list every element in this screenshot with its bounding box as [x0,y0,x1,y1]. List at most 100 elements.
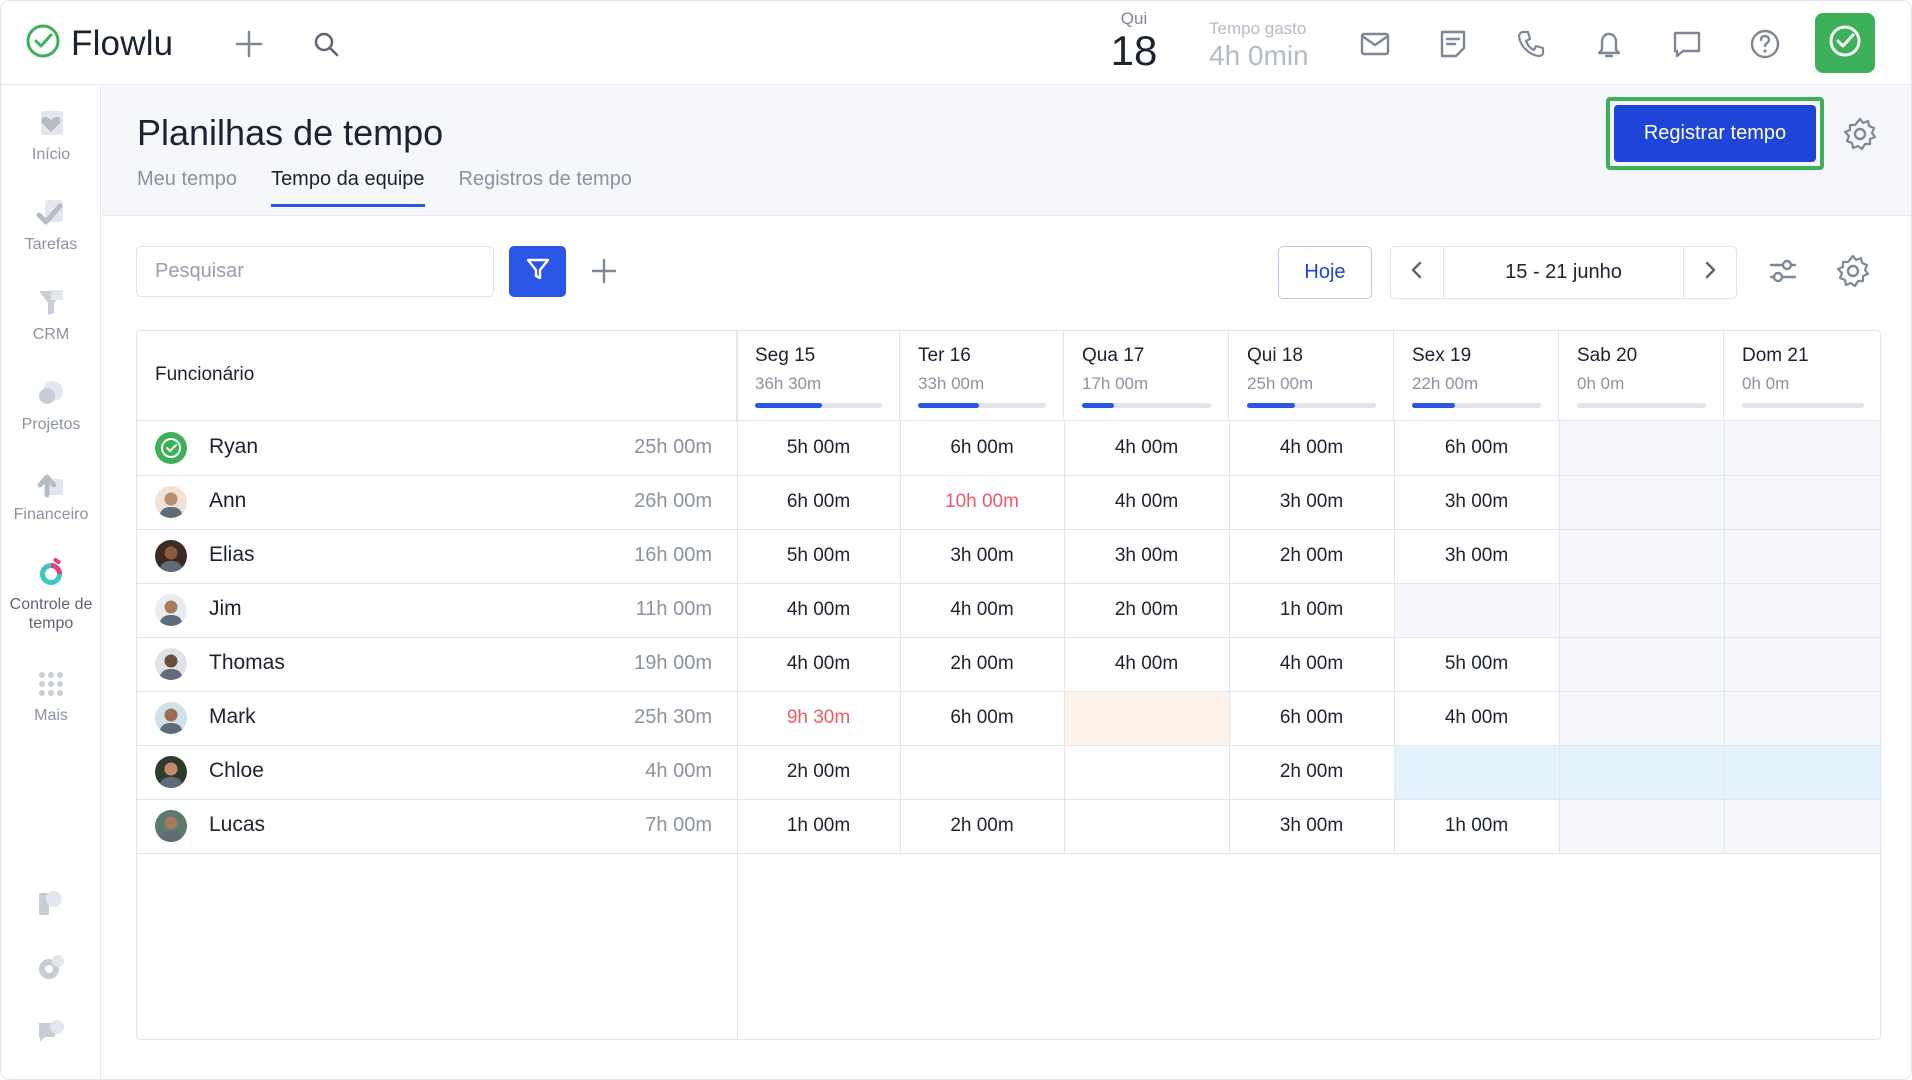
employee-cell[interactable]: Ryan 25h 00m [137,421,737,475]
add-button[interactable] [586,253,622,294]
sliders-icon[interactable] [1765,253,1801,294]
time-cell[interactable]: 6h 00m [950,437,1014,458]
time-cell[interactable] [1394,745,1559,799]
time-cell[interactable] [1724,691,1880,745]
time-cell[interactable]: 4h 00m [1114,437,1179,458]
time-cell[interactable] [900,745,1064,799]
employee-cell[interactable]: Chloe 4h 00m [137,745,737,799]
time-cell[interactable]: 4h 00m [1114,491,1179,512]
time-cell[interactable]: 2h 00m [950,815,1014,836]
time-cell[interactable]: 4h 00m [1114,653,1179,674]
tab-meu-tempo[interactable]: Meu tempo [137,168,238,190]
plus-icon[interactable] [230,25,268,63]
time-cell[interactable]: 4h 00m [1279,437,1344,458]
time-cell[interactable]: 4h 00m [1444,707,1509,728]
time-cell[interactable]: 3h 00m [1279,815,1344,836]
time-cell[interactable]: 4h 00m [1279,653,1344,674]
time-cell[interactable] [1724,799,1880,853]
time-cell[interactable]: 2h 00m [786,761,851,782]
time-cell[interactable] [1559,799,1724,853]
time-cell[interactable]: 3h 00m [950,545,1014,566]
time-cell[interactable]: 1h 00m [786,815,851,836]
time-cell[interactable] [1724,583,1880,637]
time-cell[interactable]: 5h 00m [786,545,851,566]
time-cell[interactable]: 1h 00m [1279,599,1344,620]
time-cell[interactable]: 5h 00m [786,437,851,458]
time-cell[interactable] [1724,637,1880,691]
sidebar-item-mais[interactable]: Mais [1,666,101,725]
search-input[interactable] [136,246,494,297]
time-cell[interactable] [1559,583,1724,637]
sidebar-item-financeiro[interactable]: Financeiro [1,465,101,524]
employee-cell[interactable]: Lucas 7h 00m [137,799,737,853]
time-cell[interactable]: 6h 00m [786,491,851,512]
page-settings-icon[interactable] [1842,116,1878,157]
prev-week-button[interactable] [1391,247,1444,298]
filter-button[interactable] [509,246,566,297]
time-cell[interactable] [1559,637,1724,691]
time-cell[interactable] [1724,421,1880,475]
chat-icon[interactable] [1668,25,1706,63]
time-cell[interactable]: 3h 00m [1444,545,1509,566]
time-cell[interactable]: 10h 00m [945,491,1019,512]
time-cell[interactable]: 3h 00m [1114,545,1179,566]
time-cell[interactable] [1559,421,1724,475]
time-cell[interactable]: 1h 00m [1444,815,1509,836]
employee-cell[interactable]: Elias 16h 00m [137,529,737,583]
sidebar-support-button[interactable] [1,1013,101,1049]
sidebar-item-tarefas[interactable]: Tarefas [1,195,101,254]
employee-cell[interactable]: Thomas 19h 00m [137,637,737,691]
sidebar-settings-button[interactable] [1,949,101,985]
time-cell[interactable]: 6h 00m [1279,707,1344,728]
time-cell[interactable]: 2h 00m [1279,545,1344,566]
time-cell[interactable]: 4h 00m [950,599,1014,620]
time-cell[interactable] [1394,583,1559,637]
time-cell[interactable] [1064,745,1229,799]
time-cell[interactable]: 4h 00m [786,653,851,674]
time-cell[interactable]: 2h 00m [1114,599,1179,620]
employee-cell[interactable]: Jim 11h 00m [137,583,737,637]
time-cell[interactable]: 5h 00m [1444,653,1509,674]
time-cell[interactable]: 3h 00m [1279,491,1344,512]
time-cell[interactable] [1064,799,1229,853]
user-status-button[interactable] [1815,13,1875,73]
today-button[interactable]: Hoje [1278,246,1372,299]
time-cell[interactable]: 2h 00m [1279,761,1344,782]
register-time-button[interactable]: Registrar tempo [1614,105,1816,162]
time-cell[interactable] [1559,745,1724,799]
time-cell[interactable] [1559,691,1724,745]
time-cell[interactable]: 6h 00m [1444,437,1509,458]
tab-registros-de-tempo[interactable]: Registros de tempo [458,168,632,190]
time-cell[interactable]: 3h 00m [1444,491,1509,512]
sidebar-item-crm[interactable]: CRM [1,285,101,344]
time-cell[interactable]: 2h 00m [950,653,1014,674]
date-range-label[interactable]: 15 - 21 junho [1505,261,1622,283]
next-week-button[interactable] [1683,247,1736,298]
tab-tempo-da-equipe[interactable]: Tempo da equipe [271,168,425,207]
time-cell[interactable] [1724,475,1880,529]
employee-cell[interactable]: Mark 25h 30m [137,691,737,745]
sidebar-item-controle-de-tempo[interactable]: Controle de tempo [1,555,101,633]
time-spent[interactable]: Tempo gasto 4h 0min [1209,19,1309,73]
time-cell[interactable] [1559,475,1724,529]
time-cell[interactable]: 9h 30m [786,707,851,728]
time-cell[interactable] [1724,529,1880,583]
sidebar-item-projetos[interactable]: Projetos [1,375,101,434]
column-divider [737,331,738,1039]
time-cell[interactable]: 6h 00m [950,707,1014,728]
sidebar-pay-button[interactable] [1,885,101,921]
sidebar-item-inicio[interactable]: Início [1,105,101,164]
bell-icon[interactable] [1590,25,1628,63]
table-settings-icon[interactable] [1835,253,1871,294]
search-icon[interactable] [307,25,345,63]
time-cell[interactable] [1064,691,1229,745]
help-icon[interactable] [1746,25,1784,63]
mail-icon[interactable] [1356,25,1394,63]
time-cell[interactable]: 4h 00m [786,599,851,620]
notes-icon[interactable] [1434,25,1472,63]
phone-icon[interactable] [1512,25,1550,63]
time-cell[interactable] [1724,745,1880,799]
time-cell[interactable] [1559,529,1724,583]
employee-cell[interactable]: Ann 26h 00m [137,475,737,529]
flowlu-logo[interactable]: Flowlu [25,23,173,64]
